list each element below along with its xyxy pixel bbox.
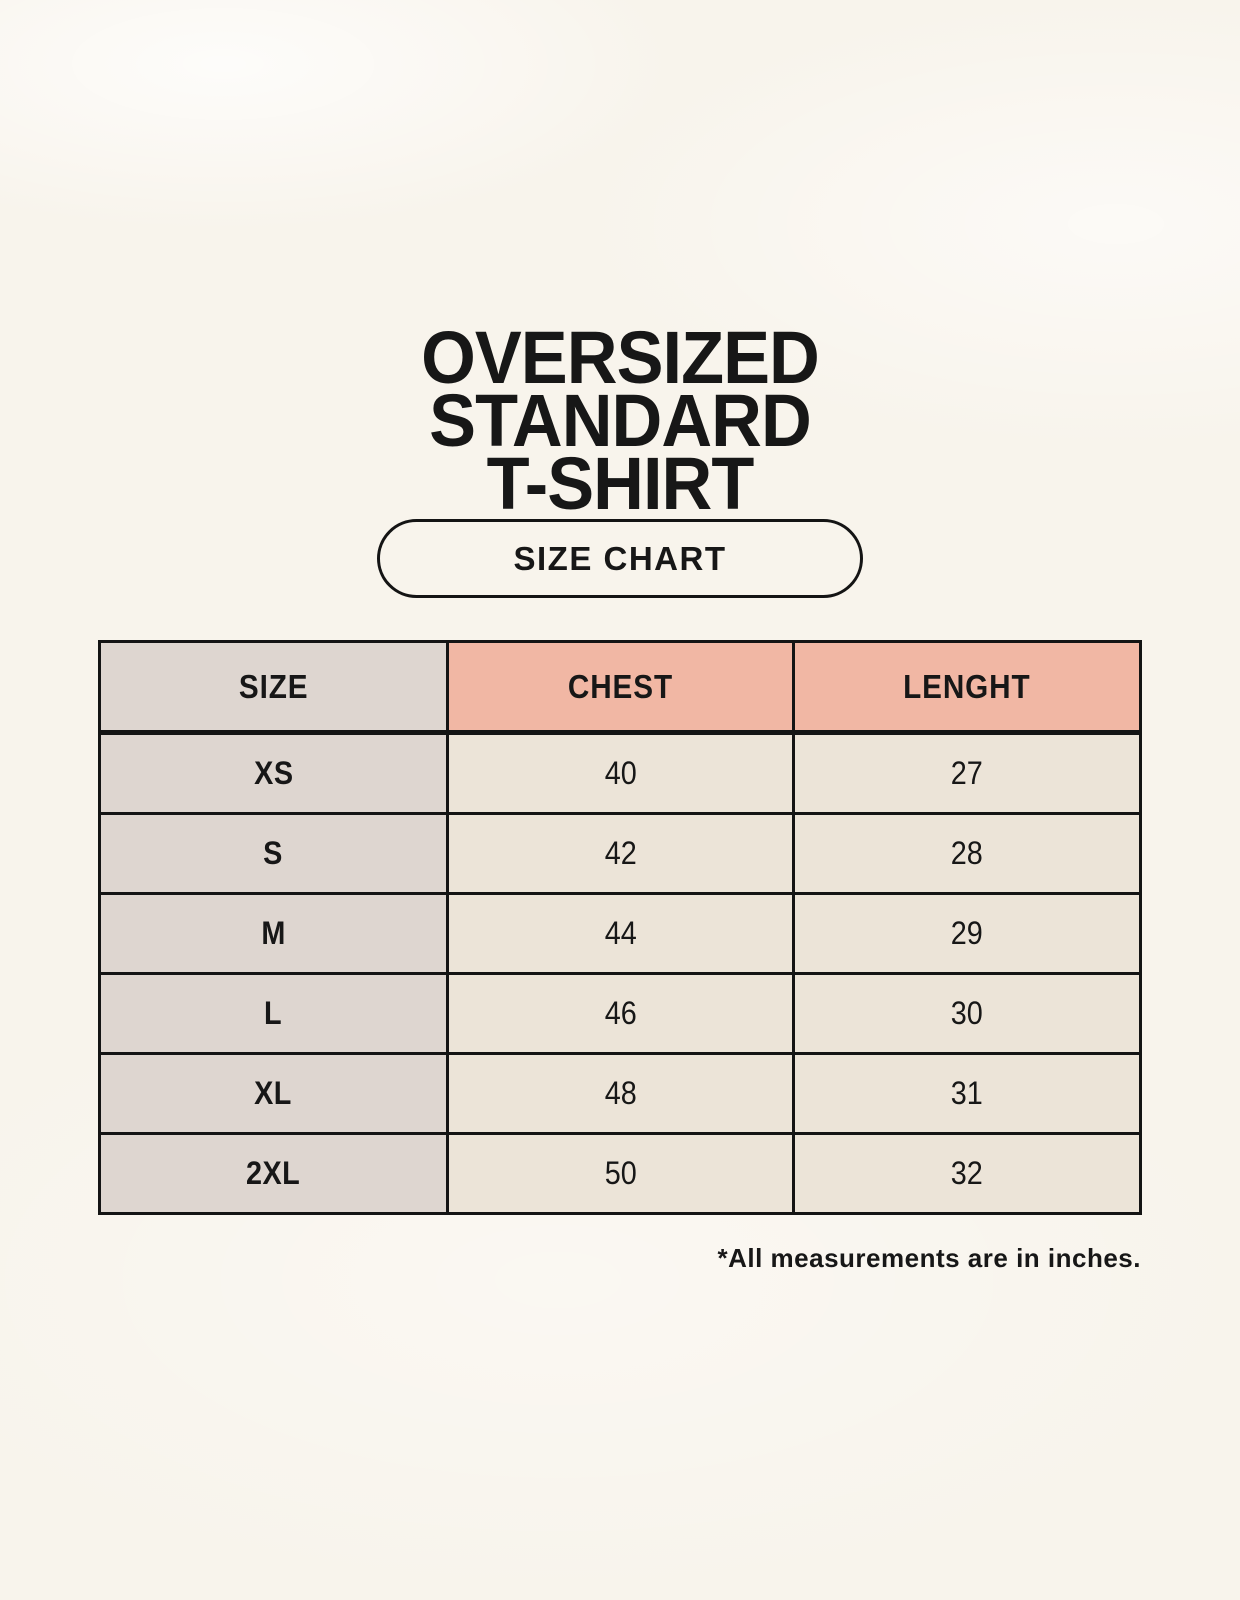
length-cell: 31 [792,1052,1142,1135]
length-cell: 32 [792,1132,1142,1215]
header-row: SIZE CHEST LENGHT [98,640,1142,735]
size-label: 2XL [246,1155,301,1191]
chest-value: 50 [604,1155,637,1191]
header-size: SIZE [98,640,449,735]
size-cell: 2XL [98,1132,449,1215]
chest-value: 48 [604,1075,637,1111]
page-title-line-1: OVERSIZED [421,315,820,399]
page-title-line-2: STANDARD [429,378,812,462]
table-row-l: L 46 30 [98,972,1142,1055]
size-label: XL [254,1075,293,1111]
length-cell: 29 [792,892,1142,975]
chest-value: 46 [604,995,637,1031]
size-chart-table-header: SIZE CHEST LENGHT [98,640,1142,735]
chest-cell: 50 [445,1132,796,1215]
header-length-label: LENGHT [903,667,1031,705]
size-chart-table-body: XS 40 27 S 42 28 M 44 29 L 46 30 XL 48 3… [98,731,1142,1215]
chest-value: 40 [604,755,637,791]
header-length: LENGHT [792,640,1142,735]
size-chart-button-label: SIZE CHART [513,539,727,577]
chest-value: 44 [604,915,637,951]
length-value: 27 [951,755,984,791]
size-label: L [264,995,283,1031]
header-chest: CHEST [445,640,796,735]
size-cell: XS [98,731,449,815]
length-value: 30 [951,995,984,1031]
header-size-label: SIZE [238,667,309,705]
chest-cell: 40 [445,731,796,815]
chest-cell: 42 [445,812,796,895]
table-row-s: S 42 28 [98,812,1142,895]
chest-cell: 44 [445,892,796,975]
chest-cell: 46 [445,972,796,1055]
size-chart-button[interactable]: SIZE CHART [377,519,863,598]
size-label: XS [253,755,294,791]
length-cell: 27 [792,731,1142,815]
length-cell: 28 [792,812,1142,895]
chest-cell: 48 [445,1052,796,1135]
size-label: M [261,915,286,951]
length-value: 29 [951,915,984,951]
size-cell: L [98,972,449,1055]
chest-value: 42 [604,835,637,871]
size-chart-table: SIZE CHEST LENGHT XS 40 27 S 42 28 M 44 … [98,640,1142,1215]
length-value: 32 [951,1155,984,1191]
size-cell: XL [98,1052,449,1135]
measurements-footnote: *All measurements are in inches. [717,1243,1141,1273]
length-value: 28 [951,835,984,871]
page-title-line-3: T-SHIRT [486,441,755,525]
length-value: 31 [951,1075,984,1111]
page-title: OVERSIZED STANDARD T-SHIRT [31,315,1209,525]
table-row-2xl: 2XL 50 32 [98,1132,1142,1215]
table-row-xl: XL 48 31 [98,1052,1142,1135]
table-row-xs: XS 40 27 [98,731,1142,815]
table-row-m: M 44 29 [98,892,1142,975]
size-cell: M [98,892,449,975]
length-cell: 30 [792,972,1142,1055]
header-chest-label: CHEST [567,667,674,705]
size-label: S [263,835,284,871]
size-cell: S [98,812,449,895]
